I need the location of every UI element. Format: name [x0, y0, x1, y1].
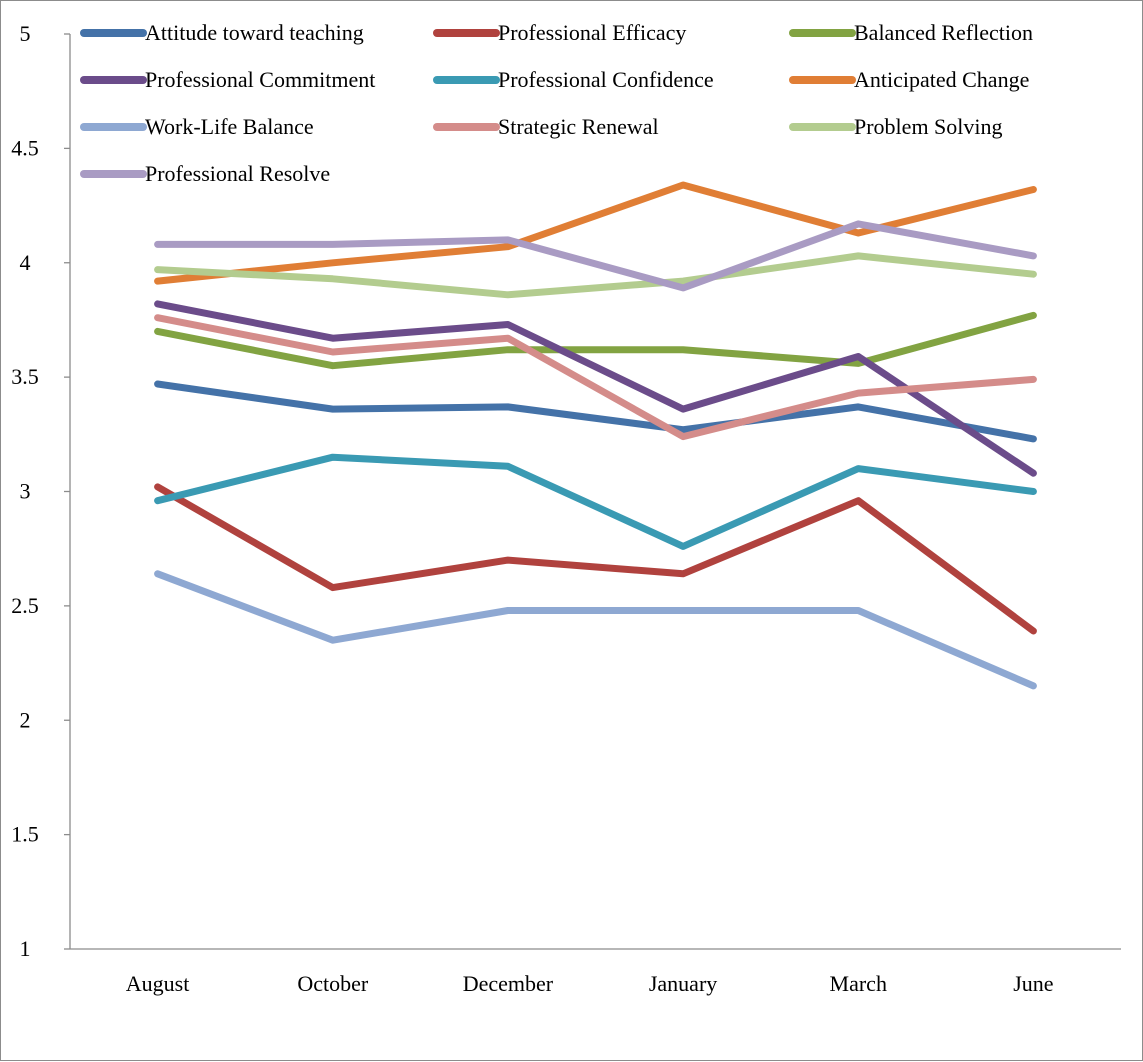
- x-tick-label: December: [463, 971, 554, 996]
- y-tick-label: 5: [20, 21, 31, 46]
- y-tick-label: 2.5: [11, 593, 39, 618]
- series-line-3: [154, 311, 1037, 370]
- y-tick-label: 1: [20, 936, 31, 961]
- legend-label: Professional Commitment: [145, 67, 375, 92]
- legend-label: Attitude toward teaching: [145, 20, 364, 45]
- y-tick-label: 4.5: [11, 135, 39, 160]
- series-line-1: [154, 380, 1037, 443]
- axes: 1 1.5 2 2.5 3 3.5 4 4.5 5 August October December Ja…: [11, 21, 1121, 996]
- x-tick-label: October: [297, 971, 369, 996]
- series-lines: [154, 181, 1037, 690]
- x-tick-label: January: [649, 971, 717, 996]
- series-line-4: [154, 300, 1037, 477]
- y-tick-label: 2: [20, 707, 31, 732]
- legend-label: Balanced Reflection: [854, 20, 1033, 45]
- series-line-10: [154, 220, 1037, 292]
- series-line-7: [154, 570, 1037, 690]
- y-tick-label: 3.5: [11, 364, 39, 389]
- legend-label: Problem Solving: [854, 114, 1003, 139]
- y-tick-label: 1.5: [11, 822, 39, 847]
- legend-label: Professional Confidence: [498, 67, 714, 92]
- legend-label: Professional Resolve: [145, 161, 330, 186]
- legend-label: Anticipated Change: [854, 67, 1029, 92]
- series-line-9: [154, 252, 1037, 299]
- series-line-5: [154, 453, 1037, 550]
- series-line-8: [154, 314, 1037, 441]
- x-tick-label: August: [126, 971, 190, 996]
- x-tick-label: March: [830, 971, 887, 996]
- series-line-2: [154, 483, 1037, 635]
- y-tick-label: 3: [20, 479, 31, 504]
- legend-label: Work-Life Balance: [145, 114, 314, 139]
- x-tick-label: June: [1013, 971, 1053, 996]
- legend-label: Professional Efficacy: [498, 20, 686, 45]
- legend: Attitude toward teaching Professional Eff…: [80, 20, 1033, 186]
- y-tick-label: 4: [20, 250, 31, 275]
- legend-label: Strategic Renewal: [498, 114, 659, 139]
